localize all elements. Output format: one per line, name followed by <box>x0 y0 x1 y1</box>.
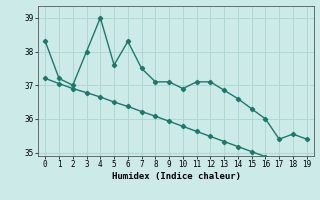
X-axis label: Humidex (Indice chaleur): Humidex (Indice chaleur) <box>111 172 241 181</box>
